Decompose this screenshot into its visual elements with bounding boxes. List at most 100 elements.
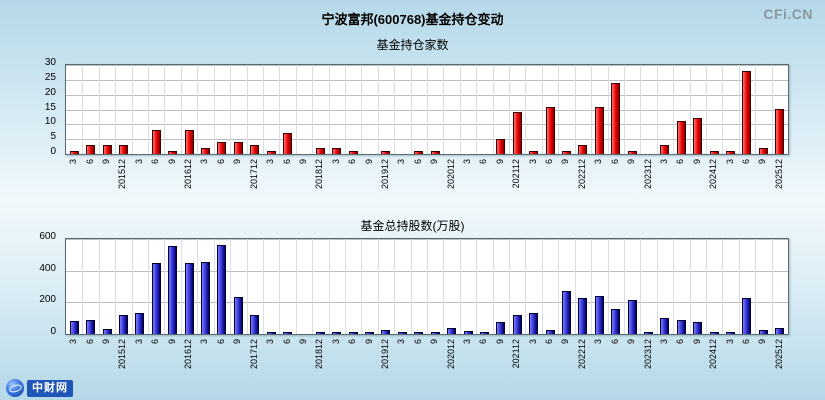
x-tick-label: 9	[363, 159, 374, 165]
bar	[644, 332, 654, 334]
bar	[151, 263, 161, 334]
bar	[742, 298, 752, 334]
bar	[233, 297, 243, 334]
v-gridline	[755, 239, 757, 334]
x-tick-label: 201812	[314, 339, 325, 370]
x-tick-label: 6	[412, 159, 423, 165]
bar	[118, 315, 128, 334]
v-gridline	[394, 239, 396, 334]
x-tick-label: 9	[297, 159, 308, 165]
v-gridline	[705, 65, 707, 154]
bar	[168, 246, 178, 334]
v-gridline	[246, 239, 248, 334]
v-gridline	[771, 65, 773, 154]
x-tick-label: 6	[150, 339, 161, 345]
bar	[217, 142, 227, 154]
v-gridline	[148, 239, 150, 334]
x-tick-label: 3	[199, 339, 210, 345]
v-gridline	[689, 239, 691, 334]
v-gridline	[377, 65, 379, 154]
bar	[742, 71, 752, 154]
v-gridline	[312, 239, 314, 334]
x-tick-label: 3	[133, 159, 144, 165]
x-tick-label: 3	[724, 339, 735, 345]
x-tick-label: 201612	[183, 159, 194, 190]
v-gridline	[344, 239, 346, 334]
bar	[283, 133, 293, 154]
x-tick-label: 3	[658, 339, 669, 345]
x-tick-label: 202112	[511, 339, 522, 369]
fund-shares-x-axis: 3 6 9 201512 3 6 9 201612 3 6 9 201712 3 6 9 201812 3 6 9 2…	[65, 337, 787, 383]
v-gridline	[705, 239, 707, 334]
x-tick-label: 201912	[379, 339, 390, 370]
v-gridline	[459, 239, 461, 334]
v-gridline	[755, 65, 757, 154]
v-gridline	[197, 65, 199, 154]
x-tick-label: 6	[150, 159, 161, 165]
v-gridline	[607, 239, 609, 334]
bar	[496, 322, 506, 334]
fund-shares-chart-title: 基金总持股数(万股)	[360, 219, 465, 233]
y-tick-label: 0	[50, 146, 56, 157]
bar	[660, 145, 670, 154]
v-gridline	[131, 239, 133, 334]
bar	[250, 145, 260, 154]
bar	[332, 148, 342, 154]
v-gridline	[279, 65, 281, 154]
v-gridline	[213, 239, 215, 334]
x-tick-label: 9	[297, 339, 308, 345]
x-tick-label: 3	[265, 159, 276, 165]
v-gridline	[115, 239, 117, 334]
bar	[709, 151, 719, 154]
v-gridline	[492, 65, 494, 154]
v-gridline	[722, 65, 724, 154]
bar	[611, 309, 621, 334]
x-tick-label: 6	[215, 159, 226, 165]
x-tick-label: 202412	[708, 339, 719, 370]
x-tick-label: 6	[675, 159, 686, 165]
x-tick-label: 3	[396, 159, 407, 165]
site-logo[interactable]: 中财网	[6, 379, 73, 397]
bar	[627, 151, 637, 154]
y-tick-label: 15	[44, 101, 56, 113]
bar	[102, 329, 112, 334]
v-gridline	[230, 65, 232, 154]
x-tick-label: 201612	[183, 339, 194, 370]
x-tick-label: 9	[101, 159, 112, 165]
bar	[86, 145, 96, 154]
bar	[200, 262, 210, 334]
bar	[430, 151, 440, 154]
v-gridline	[295, 239, 297, 334]
bar	[315, 332, 325, 334]
v-gridline	[295, 65, 297, 154]
x-tick-label: 6	[347, 339, 358, 345]
bar	[561, 291, 571, 334]
x-tick-label: 9	[691, 339, 702, 345]
v-gridline	[377, 239, 379, 334]
bar	[545, 107, 555, 154]
x-tick-label: 3	[133, 339, 144, 345]
v-gridline	[673, 239, 675, 334]
v-gridline	[558, 239, 560, 334]
x-tick-label: 201712	[248, 159, 259, 190]
fund-shares-plot-area	[65, 238, 789, 335]
bar	[676, 320, 686, 334]
bar	[381, 151, 391, 154]
x-tick-label: 202012	[445, 339, 456, 370]
x-tick-label: 202112	[511, 159, 522, 189]
x-tick-label: 9	[429, 159, 440, 165]
x-tick-label: 3	[593, 159, 604, 165]
bar	[184, 263, 194, 334]
x-tick-label: 201512	[117, 159, 128, 190]
v-gridline	[623, 65, 625, 154]
v-gridline	[344, 65, 346, 154]
x-tick-label: 9	[560, 159, 571, 165]
x-tick-label: 9	[232, 159, 243, 165]
bar	[447, 328, 457, 334]
cfi-watermark: CFi.CN	[763, 6, 813, 22]
x-tick-label: 6	[84, 159, 95, 165]
x-tick-label: 3	[330, 339, 341, 345]
v-gridline	[607, 65, 609, 154]
v-gridline	[656, 239, 658, 334]
v-gridline	[492, 239, 494, 334]
